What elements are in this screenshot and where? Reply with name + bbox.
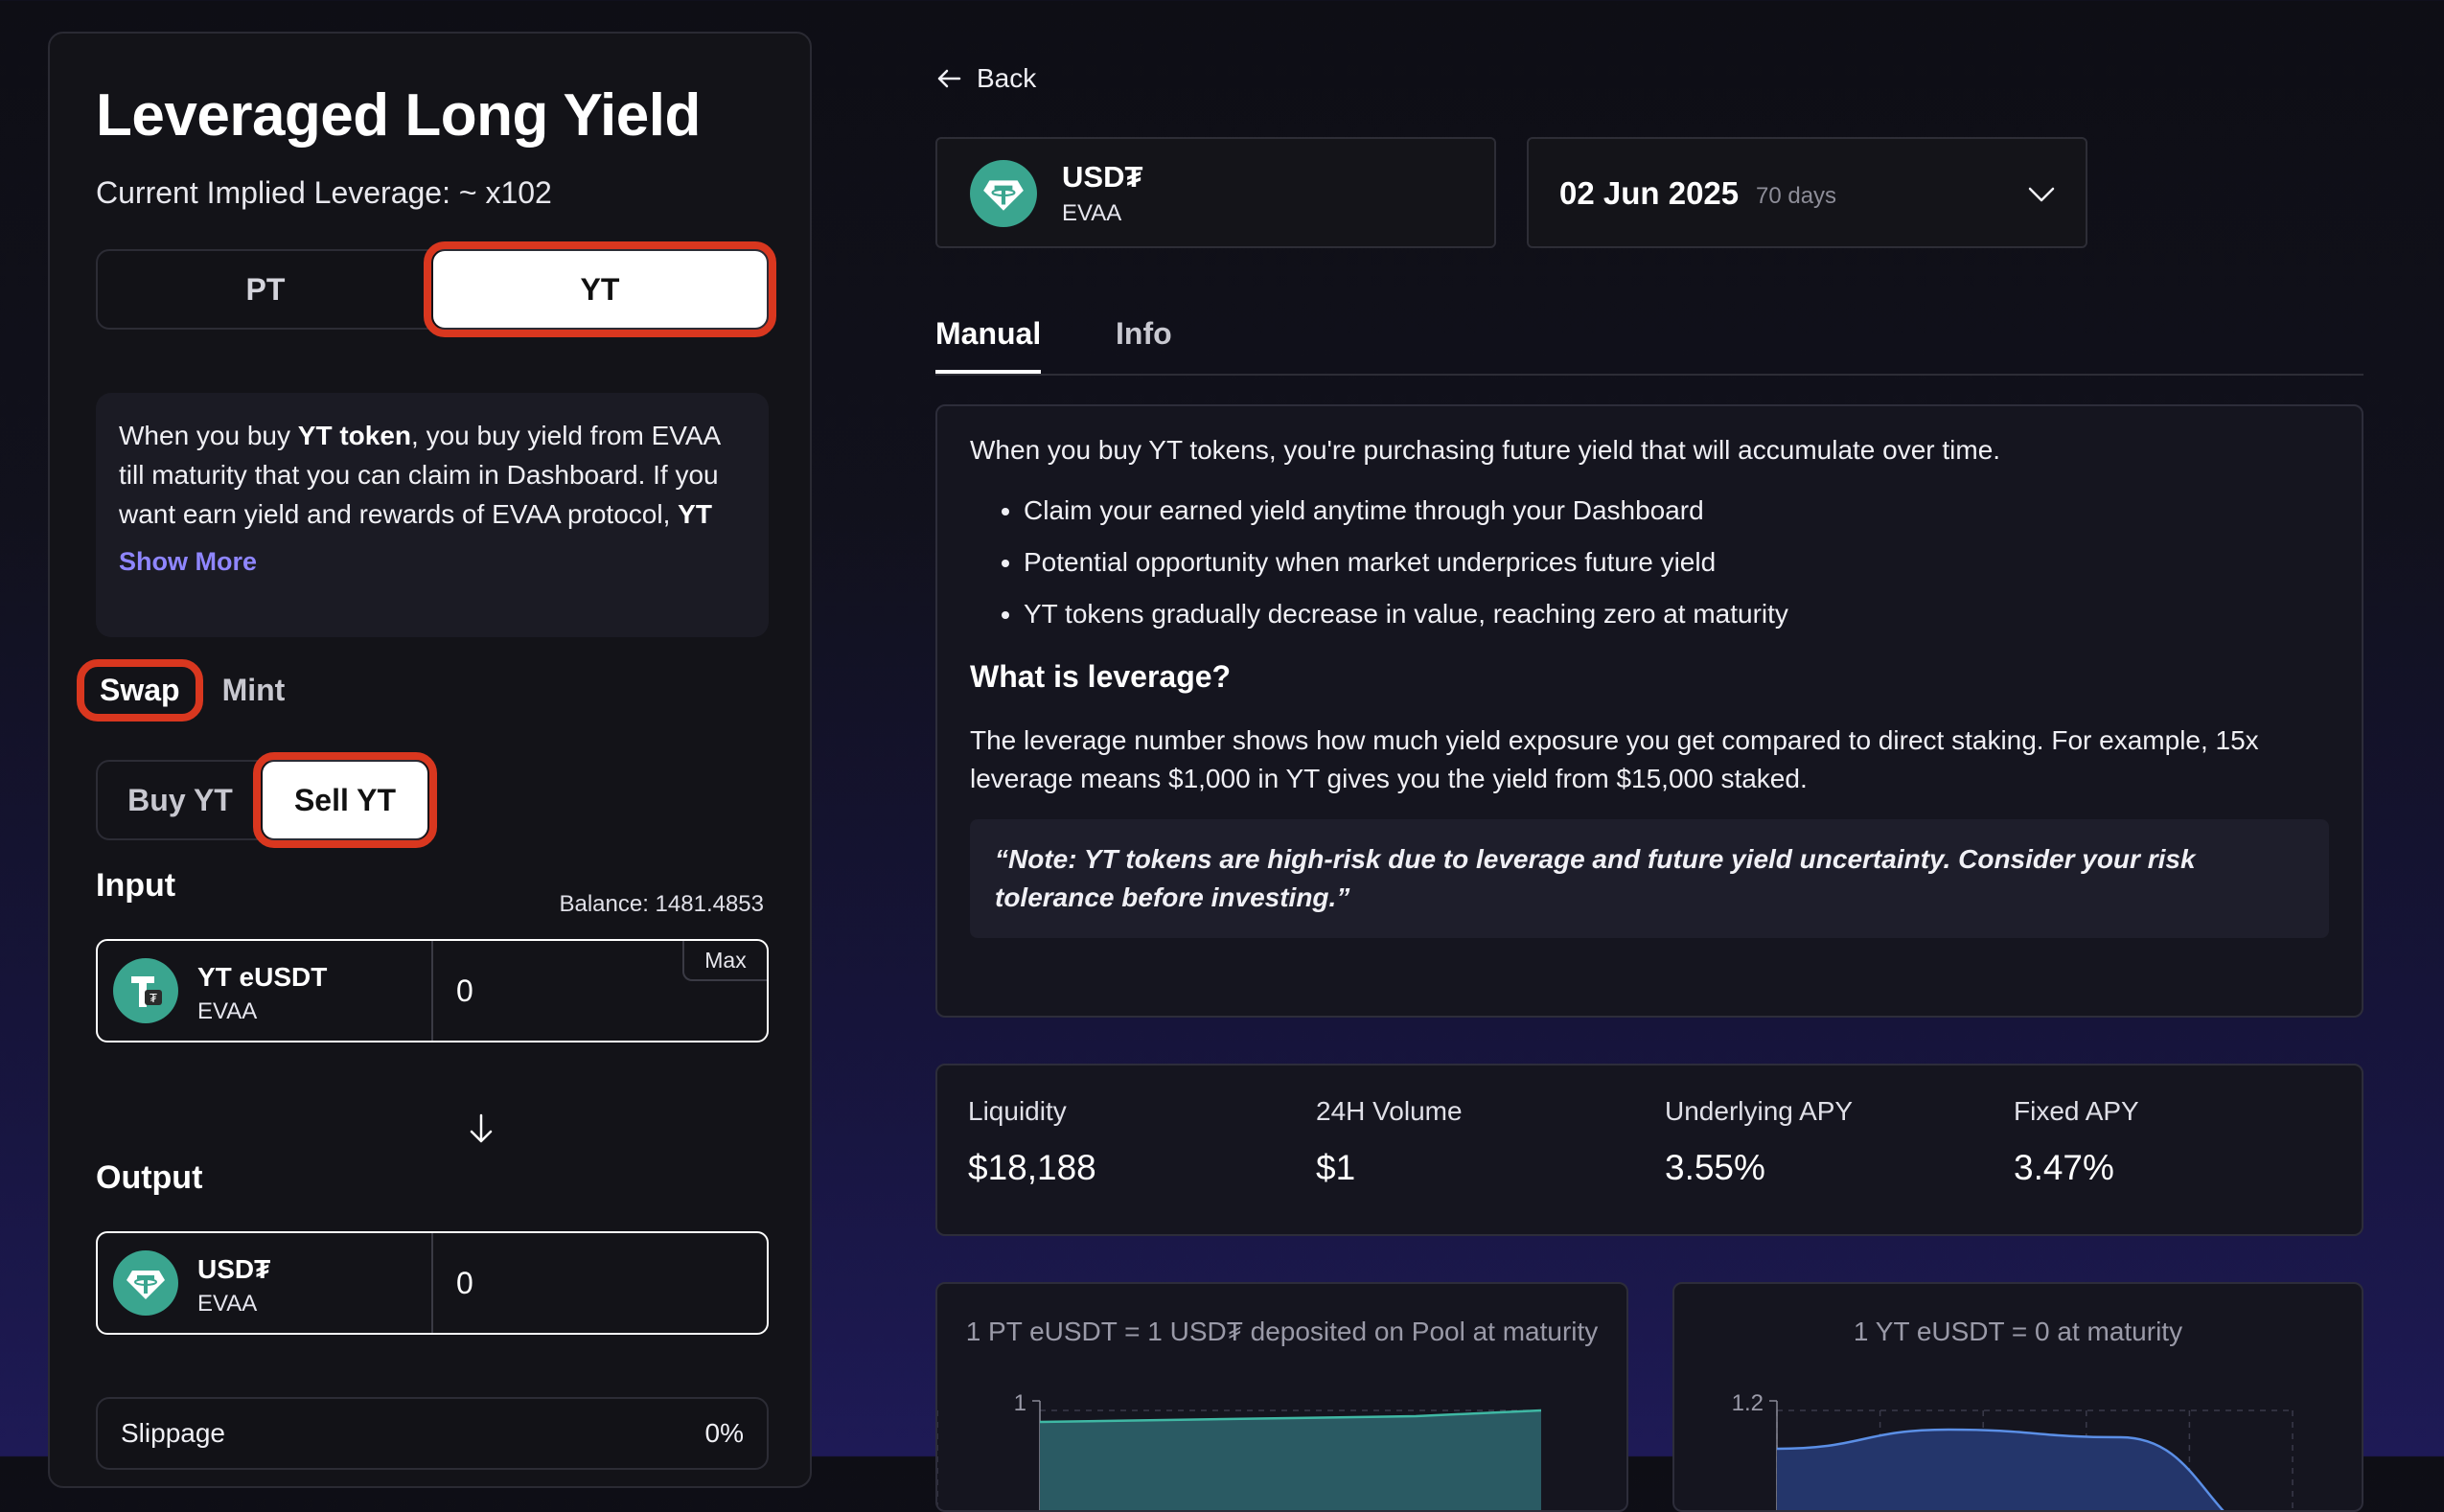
market-stats: Liquidity $18,188 24H Volume $1 Underlyi… [935,1064,2363,1236]
risk-note: “Note: YT tokens are high-risk due to le… [970,819,2329,938]
usdt-token-icon [113,1250,178,1316]
list-item: Potential opportunity when market underp… [1024,537,2329,588]
yt-eusdt-token-icon: ₮ [113,958,178,1023]
asset-protocol: EVAA [1062,200,1122,226]
sell-yt-tab[interactable]: Sell YT [253,752,437,848]
days-remaining: 70 days [1756,183,1837,209]
manual-intro: When you buy YT tokens, you're purchasin… [970,435,2001,465]
yt-info-text: When you buy YT token, you buy yield fro… [119,421,720,529]
tab-manual[interactable]: Manual [935,316,1042,374]
stat-fixed-apy: Fixed APY 3.47% [2014,1096,2139,1188]
back-link[interactable]: Back [934,63,1036,94]
token-type-toggle: PT YT [96,241,776,337]
input-token-symbol: YT eUSDT [197,962,328,992]
trade-panel: Leveraged Long Yield Current Implied Lev… [48,32,812,1488]
series-line [1039,1409,1542,1424]
stat-value: 3.55% [1665,1148,1765,1187]
asset-symbol: USD₮ [1062,160,1143,194]
stat-volume: 24H Volume $1 [1316,1096,1463,1188]
tab-pt[interactable]: PT [245,271,286,307]
stat-value: 3.47% [2014,1148,2114,1187]
yt-chart-title: 1 YT eUSDT = 0 at maturity [1853,1317,2183,1346]
y-tick-label: 1 [1014,1390,1026,1416]
y-tick-label: 1.2 [1732,1390,1764,1416]
pt-chart-title: 1 PT eUSDT = 1 USD₮ deposited on Pool at… [965,1317,1599,1346]
implied-leverage: Current Implied Leverage: ~ x102 [96,175,552,210]
list-item: YT tokens gradually decrease in value, r… [1024,588,2329,640]
max-button[interactable]: Max [682,941,767,981]
series-area [1040,1410,1541,1510]
stat-label: Underlying APY [1665,1096,1854,1126]
tab-mint[interactable]: Mint [221,672,286,707]
pt-chart-card: 1 PT eUSDT = 1 USD₮ deposited on Pool at… [935,1282,1628,1512]
manual-bullets: Claim your earned yield anytime through … [970,485,2329,640]
asset-selector[interactable]: USD₮ EVAA [935,137,1496,248]
slippage-setting[interactable]: Slippage 0% [96,1397,769,1470]
tab-info[interactable]: Info [1116,316,1172,351]
stat-label: 24H Volume [1316,1096,1463,1126]
tab-swap[interactable]: Swap [77,658,203,722]
stat-value: $1 [1316,1148,1356,1187]
maturity-date: 02 Jun 2025 [1559,175,1740,211]
input-token-selector[interactable]: ₮ YT eUSDT EVAA [98,941,433,1041]
back-label: Back [977,63,1037,93]
slippage-label: Slippage [121,1418,225,1448]
yt-info-box: When you buy YT token, you buy yield fro… [96,393,769,637]
input-label: Input [96,867,176,904]
output-token-selector[interactable]: USD₮ EVAA [98,1233,433,1333]
output-label: Output [96,1159,203,1196]
mode-tabs: Swap Mint [77,658,313,722]
balance-text: Balance: 1481.4853 [559,891,764,917]
arrow-down-icon[interactable] [462,1110,500,1148]
yt-chart-card: 1 YT eUSDT = 0 at maturity 1.2 [1672,1282,2363,1512]
stat-value: $18,188 [968,1148,1096,1187]
content-tabs: Manual Info [935,307,2363,376]
panel-title: Leveraged Long Yield [96,82,701,149]
list-item: Claim your earned yield anytime through … [1024,485,2329,537]
input-token-box: ₮ YT eUSDT EVAA 0 Max [96,939,769,1042]
slippage-value: 0% [704,1418,744,1448]
stat-label: Liquidity [968,1096,1067,1126]
leverage-paragraph: The leverage number shows how much yield… [970,725,2259,793]
output-token-box: USD₮ EVAA 0 [96,1231,769,1335]
output-amount: 0 [456,1266,473,1300]
stat-liquidity: Liquidity $18,188 [968,1096,1096,1188]
pt-chart: 1 [937,1390,1542,1510]
usdt-token-icon [970,160,1037,227]
svg-text:₮: ₮ [150,991,157,1005]
buy-yt-tab[interactable]: Buy YT [127,782,233,817]
chevron-down-icon [2028,187,2055,202]
leverage-heading: What is leverage? [970,659,1232,694]
input-token-protocol: EVAA [197,998,258,1024]
show-more-link[interactable]: Show More [119,547,258,576]
maturity-dropdown[interactable]: 02 Jun 2025 70 days [1527,137,2087,248]
manual-content: When you buy YT tokens, you're purchasin… [935,404,2363,1018]
stat-label: Fixed APY [2014,1096,2139,1126]
yt-chart: 1.2 [1732,1390,2294,1510]
input-amount[interactable]: 0 [456,974,473,1008]
output-token-symbol: USD₮ [197,1254,271,1284]
buy-sell-toggle: Buy YT Sell YT [96,752,437,848]
output-token-protocol: EVAA [197,1291,258,1317]
stat-underlying-apy: Underlying APY 3.55% [1665,1096,1853,1188]
tab-yt[interactable]: YT [424,241,776,337]
arrow-left-icon [937,69,961,88]
